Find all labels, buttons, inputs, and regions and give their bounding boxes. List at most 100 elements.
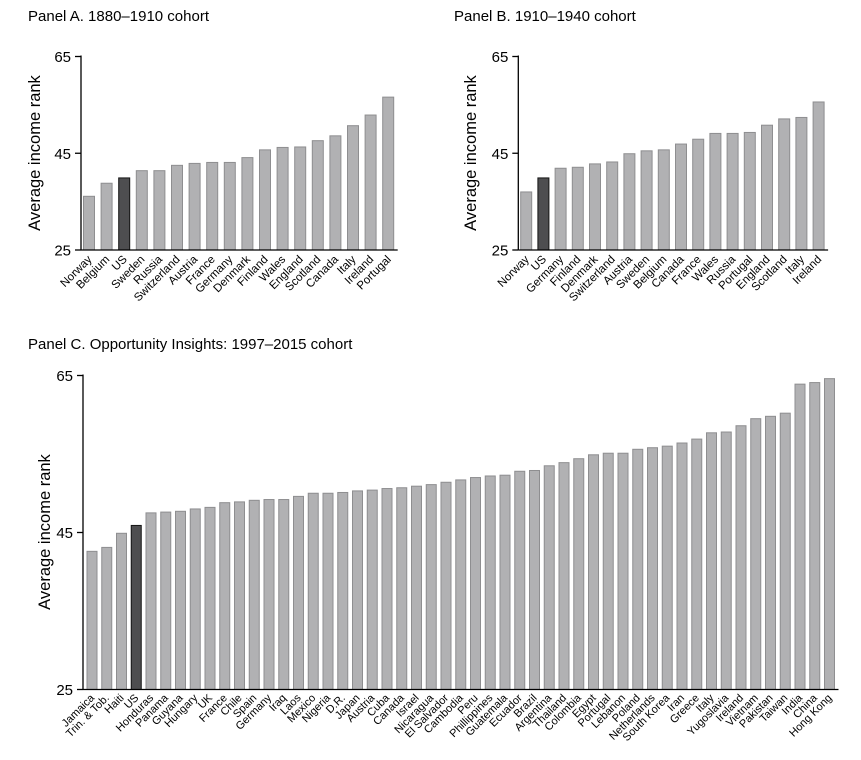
- bar-Norway: [520, 191, 533, 251]
- bar-Honduras: [145, 512, 157, 691]
- bar-Yugoslavia: [720, 431, 732, 691]
- bar-Germany: [223, 161, 236, 251]
- bar-Lebanon: [617, 452, 629, 690]
- bar-Chile: [234, 501, 245, 690]
- bar-Italy: [347, 125, 359, 251]
- bar-Japan: [352, 490, 363, 690]
- bar-Laos: [293, 495, 304, 690]
- bar-Scotland: [778, 118, 791, 251]
- bar-Nicaragua: [425, 484, 437, 690]
- panel-c-title: Panel C. Opportunity Insights: 1997–2015…: [28, 336, 353, 353]
- bar-South Korea: [661, 445, 673, 691]
- bar-Spain: [248, 499, 260, 690]
- bar-Germany: [554, 167, 567, 251]
- bar-Mexico: [307, 492, 319, 690]
- bar-Belgium: [657, 149, 670, 251]
- bar-Switzerland: [606, 161, 619, 251]
- bar-Trin. & Tob.: [101, 546, 113, 690]
- bar-Norway: [83, 195, 95, 251]
- bar-Wales: [276, 146, 289, 251]
- bar-Portugal: [382, 96, 395, 251]
- bar-Greece: [691, 438, 703, 690]
- bar-Ireland: [812, 101, 825, 251]
- bar-France: [219, 502, 231, 690]
- bar-France: [692, 138, 705, 251]
- bar-Haiti: [116, 532, 127, 690]
- y-tick-label: 65: [54, 49, 71, 66]
- bar-Scotland: [311, 140, 324, 251]
- bar-Russia: [153, 170, 166, 251]
- bar-Brazil: [529, 469, 540, 690]
- bar-Nigeria: [322, 492, 334, 690]
- bar-Iraq: [278, 499, 290, 690]
- bar-China: [809, 382, 821, 690]
- bar-Ireland: [735, 425, 747, 691]
- bar-Italy: [795, 116, 808, 251]
- bar-India: [794, 383, 806, 690]
- bar-Canada: [396, 487, 408, 690]
- bar-Ireland: [364, 114, 377, 251]
- bar-D.R.: [337, 491, 349, 690]
- bar-Phillippines: [484, 475, 496, 690]
- bar-Hungary: [189, 508, 201, 690]
- bar-Thailand: [558, 462, 570, 690]
- bar-Guatemala: [499, 474, 511, 690]
- bar-Canada: [675, 143, 687, 251]
- bar-Italy: [706, 432, 717, 690]
- bar-El Salvador: [440, 481, 452, 690]
- bar-Hong Kong: [824, 378, 835, 690]
- y-tick-label: 65: [492, 49, 509, 66]
- y-tick-label: 45: [492, 146, 509, 163]
- bar-Colombia: [573, 458, 585, 690]
- panel-b-chart: NorwayUSGermanyFinlandDenmarkSwitzerland…: [492, 49, 829, 304]
- bar-Russia: [726, 132, 739, 251]
- bar-England: [761, 124, 773, 251]
- bar-Austria: [623, 153, 636, 251]
- panel-b: Panel B. 1910–1940 cohort Average income…: [430, 0, 861, 330]
- panel-a: Panel A. 1880–1910 cohort Average income…: [0, 0, 430, 330]
- bar-Israel: [411, 485, 422, 690]
- bar-Argentina: [543, 465, 555, 690]
- bar-Poland: [632, 448, 644, 691]
- bar-England: [294, 146, 307, 251]
- bar-Wales: [709, 132, 722, 251]
- bar-Iran: [676, 442, 688, 691]
- bar-Pakistan: [765, 415, 776, 690]
- y-tick-label: 65: [56, 368, 73, 385]
- bar-highlight-US: [537, 177, 550, 251]
- bar-Denmark: [241, 157, 254, 251]
- bar-Netherlands: [647, 447, 658, 690]
- bar-Canada: [329, 135, 342, 251]
- panel-b-title: Panel B. 1910–1940 cohort: [454, 8, 636, 25]
- bar-Portugal: [743, 131, 756, 251]
- bar-Sweden: [640, 150, 653, 251]
- bar-France: [206, 161, 219, 251]
- bar-Ecuador: [514, 470, 526, 690]
- bar-Finland: [571, 166, 584, 251]
- panel-a-title: Panel A. 1880–1910 cohort: [28, 8, 209, 25]
- y-tick-label: 25: [492, 243, 509, 260]
- bar-Sweden: [135, 170, 148, 251]
- bar-Portugal: [602, 452, 614, 690]
- bar-Egypt: [588, 454, 599, 691]
- bar-Peru: [470, 477, 481, 690]
- bar-Austria: [188, 162, 201, 251]
- bar-Guyana: [175, 510, 186, 690]
- bar-highlight-US: [118, 177, 131, 251]
- y-tick-label: 45: [56, 525, 73, 542]
- bar-Taiwan: [779, 412, 791, 691]
- bar-Panama: [160, 511, 172, 690]
- panel-a-chart: NorwayBelgiumUSSwedenRussiaSwitzerlandAu…: [54, 49, 398, 304]
- y-tick-label: 25: [56, 682, 73, 699]
- bar-Germany: [263, 499, 275, 690]
- bar-Cambodia: [455, 479, 467, 690]
- bar-Vietnam: [750, 418, 762, 691]
- bar-Switzerland: [171, 164, 183, 251]
- bar-Finland: [259, 149, 271, 251]
- bar-highlight-US: [130, 524, 142, 690]
- panel-c: Panel C. Opportunity Insights: 1997–2015…: [0, 330, 861, 760]
- y-tick-label: 45: [54, 146, 71, 163]
- bar-Cuba: [381, 488, 393, 690]
